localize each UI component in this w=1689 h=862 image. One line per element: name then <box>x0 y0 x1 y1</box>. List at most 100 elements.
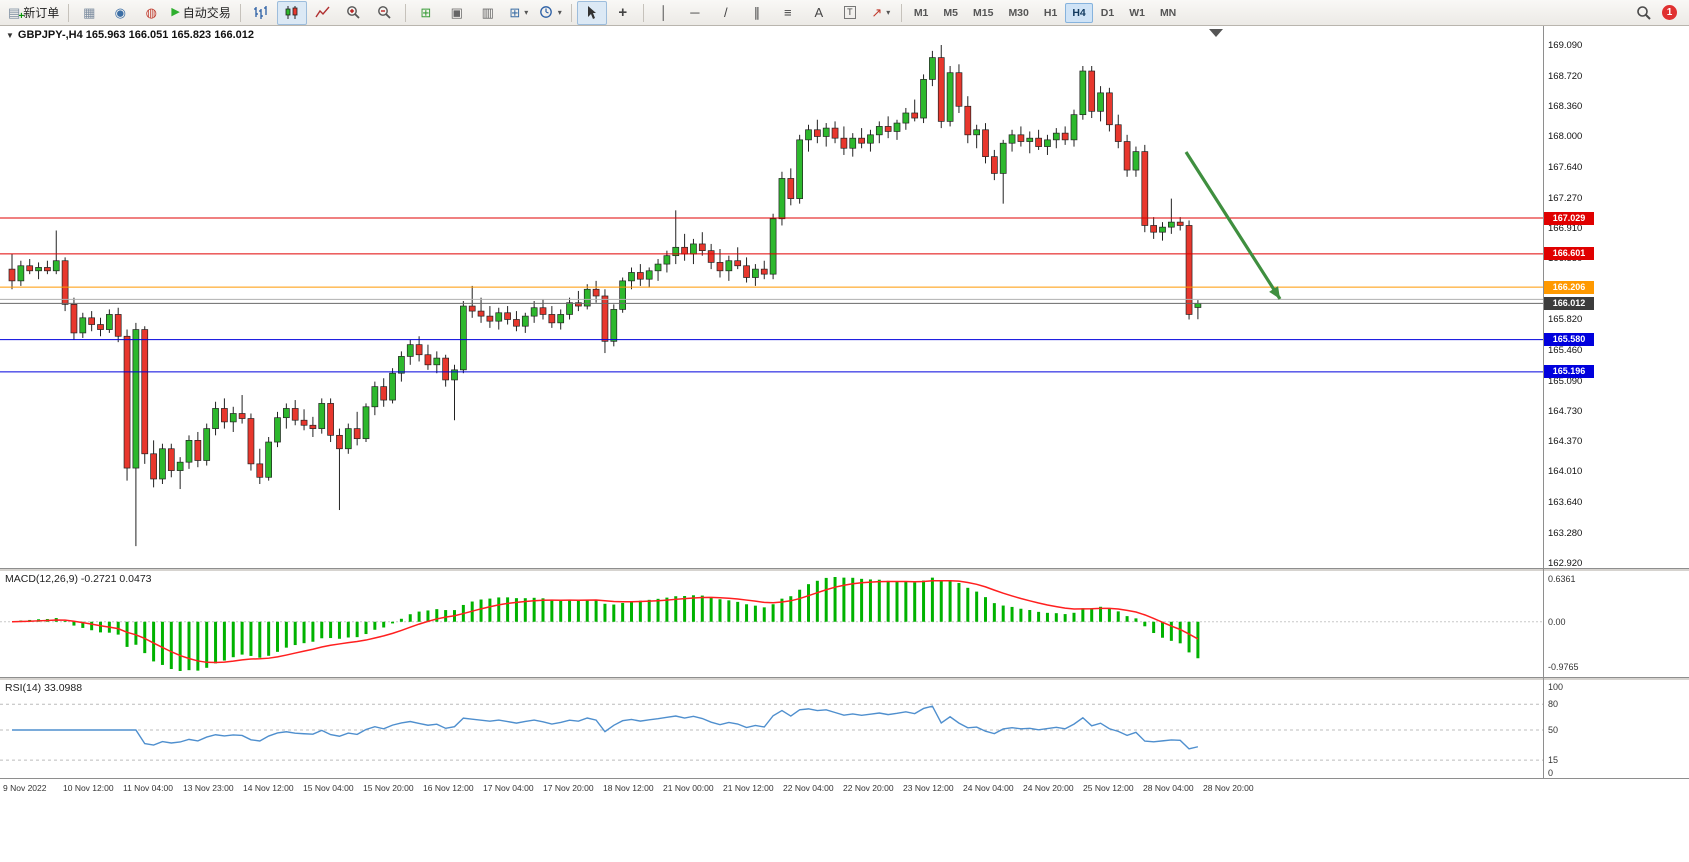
candle-body <box>636 272 644 280</box>
new-chart-button[interactable]: ⊞ ▾ <box>504 1 534 25</box>
candle-body <box>123 335 131 469</box>
new-order-button[interactable]: ▤ + 新订单 <box>4 1 63 25</box>
candle-body <box>221 408 228 423</box>
candle-body <box>1017 134 1025 142</box>
channel-button[interactable]: ∥ <box>742 1 772 25</box>
tf-w1[interactable]: W1 <box>1129 6 1145 19</box>
candle-body <box>1079 70 1087 116</box>
periods-button[interactable]: ▾ <box>535 1 566 25</box>
arrow-annotation[interactable] <box>1184 151 1282 300</box>
crosshair-icon: + <box>618 4 628 21</box>
candle-body <box>70 304 78 334</box>
tf-m30[interactable]: M30 <box>1008 6 1029 19</box>
candle-body <box>955 72 963 107</box>
price-axis-label: 163.280 <box>1548 527 1583 539</box>
rsi-chart[interactable] <box>0 680 1543 778</box>
rsi-pane[interactable] <box>0 680 1543 778</box>
tf-h4[interactable]: H4 <box>1065 2 1093 23</box>
candle-body <box>583 288 591 307</box>
zoom-in-button[interactable] <box>339 1 369 25</box>
candle-body <box>920 79 927 119</box>
tf-mn[interactable]: MN <box>1159 6 1177 19</box>
price-tag-165.196: 165.196 <box>1544 365 1594 379</box>
profiles-button[interactable]: ▦ <box>74 1 104 25</box>
label-tool-button[interactable]: T <box>835 1 865 25</box>
macd-axis-label: 0.6361 <box>1548 574 1576 584</box>
pane-splitter[interactable] <box>0 677 1689 680</box>
candle-body <box>929 57 936 80</box>
quick-trade-toggle-icon[interactable]: ▼ <box>6 31 14 40</box>
candle-body <box>61 260 69 305</box>
candle-body <box>353 428 361 440</box>
horizontal-line-button[interactable]: ─ <box>680 1 710 25</box>
candle-body <box>566 302 573 315</box>
candle-body <box>141 329 149 455</box>
tf-m1[interactable]: M1 <box>913 6 929 19</box>
candle-body <box>619 280 627 310</box>
rsi-axis-label: 100 <box>1548 682 1564 692</box>
price-axis-label: 164.730 <box>1548 405 1583 417</box>
candle-body <box>1159 226 1166 233</box>
tf-m15[interactable]: M15 <box>973 6 994 19</box>
candle-body <box>1097 92 1104 112</box>
zoom-out-button[interactable] <box>370 1 400 25</box>
vertical-line-button[interactable]: │ <box>649 1 679 25</box>
tile-windows-button[interactable]: ⊞ <box>411 1 441 25</box>
candle-body <box>1185 225 1193 315</box>
candle-body <box>1194 303 1202 308</box>
clock-icon <box>539 6 552 18</box>
price-axis-label: 168.720 <box>1548 71 1583 83</box>
new-chart-icon: ⊞ <box>509 5 521 20</box>
separator <box>239 3 241 22</box>
bar-chart-icon <box>254 6 267 19</box>
candle-body <box>805 129 812 141</box>
candlestick-chart-button[interactable] <box>276 0 307 25</box>
candle-body <box>911 112 919 119</box>
candle-body <box>185 440 193 463</box>
candle-body <box>875 126 883 136</box>
candle-body <box>1061 132 1069 141</box>
candle-body <box>813 129 821 137</box>
cascade-windows-button[interactable]: ▣ <box>442 1 472 25</box>
candle-body <box>663 255 671 265</box>
tile-windows-icon: ⊞ <box>420 5 432 20</box>
price-chart[interactable] <box>0 27 1543 568</box>
bar-chart-button[interactable] <box>246 1 276 25</box>
time-axis[interactable] <box>0 778 1689 803</box>
candle-body <box>521 315 529 327</box>
play-icon: ▶ <box>171 6 180 18</box>
auto-trading-button[interactable]: ▶ 自动交易 <box>167 1 234 25</box>
text-tool-button[interactable]: A <box>804 1 834 25</box>
pane-splitter[interactable] <box>0 568 1689 571</box>
tf-d1[interactable]: D1 <box>1100 6 1115 19</box>
candle-body <box>1035 137 1042 147</box>
fibonacci-button[interactable]: ≡ <box>773 1 803 25</box>
price-axis-label: 169.090 <box>1548 40 1583 51</box>
price-pane[interactable] <box>0 27 1543 568</box>
line-chart-button[interactable] <box>308 1 338 25</box>
candle-body <box>389 372 396 401</box>
price-tag-166.012: 166.012 <box>1544 296 1594 310</box>
search-icon[interactable] <box>1636 5 1652 21</box>
tf-m5[interactable]: M5 <box>943 6 958 19</box>
auto-trading-label: 自动交易 <box>182 6 231 20</box>
trendline-button[interactable]: / <box>711 1 741 25</box>
price-tag-167.029: 167.029 <box>1544 211 1594 225</box>
market-watch-icon: ◉ <box>114 5 126 20</box>
candle-body <box>1106 92 1113 126</box>
chart-window[interactable]: ▼ GBPJPY-,H4 165.963 166.051 165.823 166.… <box>0 26 1689 862</box>
market-watch-button[interactable]: ◉ <box>105 1 135 25</box>
chevron-down-icon: ▾ <box>557 8 562 17</box>
data-window-button[interactable]: ◍ <box>136 1 166 25</box>
tf-h1[interactable]: H1 <box>1043 6 1058 19</box>
candle-body <box>309 424 317 429</box>
notification-badge[interactable]: 1 <box>1662 5 1677 20</box>
arrange-windows-button[interactable]: ▥ <box>473 1 503 25</box>
macd-pane[interactable] <box>0 571 1543 677</box>
candle-body <box>176 461 184 471</box>
crosshair-button[interactable]: + <box>608 1 638 25</box>
cursor-button[interactable] <box>576 0 607 25</box>
macd-chart[interactable] <box>0 571 1543 677</box>
candle-body <box>822 127 830 137</box>
arrows-tool-button[interactable]: ↗ ▾ <box>866 1 896 25</box>
